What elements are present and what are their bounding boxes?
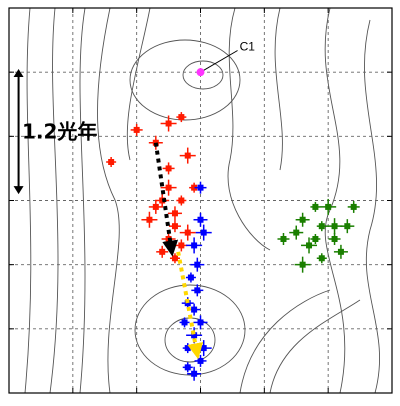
scale-bar-arrowhead	[13, 186, 24, 195]
contour-line	[79, 7, 86, 394]
data-point	[197, 319, 204, 326]
contour-line	[24, 7, 32, 394]
data-point	[197, 216, 204, 223]
data-point	[191, 184, 198, 191]
data-point	[318, 255, 325, 262]
contour-line	[227, 7, 271, 251]
contour-line	[182, 60, 224, 90]
data-point	[318, 223, 325, 230]
data-point	[178, 242, 185, 249]
data-point	[280, 236, 287, 242]
data-point	[194, 261, 201, 268]
data-point	[350, 203, 357, 210]
data-point	[181, 319, 188, 326]
data-point	[184, 345, 191, 352]
data-point	[108, 159, 115, 165]
contour-line	[274, 7, 283, 171]
data-point	[171, 210, 178, 217]
contour-line	[126, 7, 151, 161]
data-point	[325, 203, 332, 210]
contour-line	[129, 39, 241, 121]
data-point	[152, 203, 159, 210]
data-point	[194, 287, 201, 294]
data-point	[178, 114, 185, 121]
data-point	[299, 261, 306, 268]
data-point	[165, 184, 172, 191]
scale-bar-arrowhead	[13, 68, 24, 77]
c1-label: C1	[240, 40, 256, 54]
contour-line	[97, 7, 120, 394]
data-point	[191, 332, 198, 339]
data-point	[159, 248, 166, 255]
data-point	[312, 236, 319, 242]
data-point	[344, 223, 351, 230]
data-point	[312, 203, 319, 210]
data-point	[184, 229, 191, 236]
data-point	[200, 229, 207, 236]
data-point	[184, 300, 191, 307]
data-point	[293, 229, 300, 236]
data-point	[133, 126, 140, 133]
data-point	[165, 165, 172, 172]
contour-line	[364, 19, 380, 394]
data-point	[191, 242, 198, 249]
data-point	[331, 236, 338, 242]
marker-leader-line	[200, 50, 238, 73]
data-point	[191, 306, 198, 313]
data-point	[184, 364, 191, 371]
c1-marker	[196, 68, 205, 77]
motion-arrow	[176, 251, 204, 360]
data-point	[197, 184, 204, 191]
data-point	[306, 242, 313, 249]
contour-line	[134, 284, 246, 376]
data-point	[197, 357, 204, 364]
data-point	[184, 152, 191, 159]
contour-line	[239, 289, 331, 394]
data-point	[159, 197, 166, 204]
data-point	[165, 120, 172, 127]
data-point	[200, 345, 207, 352]
data-point	[146, 216, 153, 223]
data-point	[331, 223, 338, 230]
data-point	[187, 274, 194, 281]
data-point	[171, 223, 178, 230]
data-point	[171, 255, 178, 262]
contour-line	[49, 7, 59, 394]
scale-bar-label: 1.2光年	[22, 120, 97, 144]
data-point	[337, 248, 344, 255]
data-point	[299, 216, 306, 223]
data-point	[191, 370, 198, 377]
contour-line	[269, 299, 361, 394]
data-point	[178, 197, 185, 204]
motion-arrow	[153, 142, 179, 257]
